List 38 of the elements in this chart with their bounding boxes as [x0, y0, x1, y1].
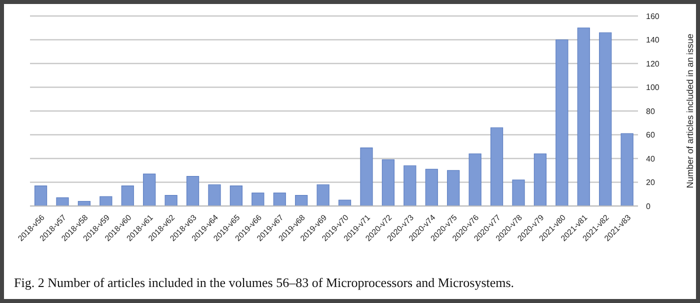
bar	[382, 159, 395, 206]
y-tick-label: 20	[646, 178, 656, 188]
bar	[534, 153, 547, 206]
bar	[512, 180, 525, 206]
bar	[447, 170, 460, 206]
bar	[425, 168, 438, 206]
bar	[164, 195, 178, 206]
y-tick-label: 80	[646, 106, 656, 116]
bar	[360, 148, 373, 206]
bar	[316, 184, 330, 206]
bar	[208, 184, 221, 206]
y-tick-label: 160	[646, 12, 660, 21]
bar	[34, 186, 48, 206]
y-tick-label: 40	[646, 154, 656, 164]
bar	[252, 192, 264, 206]
bar	[56, 197, 69, 206]
bar	[577, 28, 590, 206]
bar	[295, 195, 308, 206]
bar	[404, 165, 416, 206]
bar	[273, 192, 286, 206]
bar	[230, 186, 243, 206]
y-tick-label: 60	[646, 130, 656, 140]
bar	[100, 196, 112, 206]
bar	[338, 200, 352, 206]
y-tick-label: 100	[646, 83, 660, 92]
bar	[186, 176, 200, 206]
bar	[121, 186, 134, 206]
bar	[468, 153, 482, 206]
bar	[556, 39, 568, 206]
bar	[490, 127, 504, 206]
y-axis-title: Number of articles included in an issue	[685, 34, 696, 188]
y-tick-label: 0	[646, 202, 651, 211]
bar	[599, 32, 612, 206]
y-tick-label: 140	[646, 36, 660, 45]
bar	[143, 174, 156, 206]
caption: Fig. 2 Number of articles included in the volumes 56–83 of Microprocessors and Microsystems.	[14, 275, 514, 291]
y-tick-label: 120	[646, 59, 660, 68]
bar	[620, 133, 634, 206]
